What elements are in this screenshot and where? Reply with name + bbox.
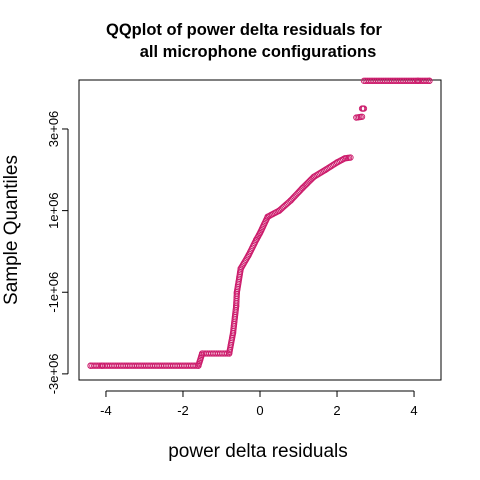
x-axis: -4 -2 0 2 4 <box>100 390 418 418</box>
data-point <box>191 362 198 369</box>
y-axis: -3e+06 -1e+06 1e+06 3e+06 <box>46 111 69 394</box>
data-point <box>426 77 433 84</box>
data-points <box>87 77 433 369</box>
y-axis-label: Sample Quantiles <box>1 155 22 305</box>
y-tick-label: -3e+06 <box>46 353 61 394</box>
x-tick-label: 4 <box>410 403 417 418</box>
data-point <box>98 362 106 369</box>
y-tick-label: 1e+06 <box>46 192 61 229</box>
y-tick-label: -1e+06 <box>46 272 61 313</box>
data-point <box>422 77 430 84</box>
x-tick-label: -2 <box>177 403 189 418</box>
data-point <box>347 154 354 161</box>
data-point <box>424 77 431 84</box>
data-point <box>222 350 229 357</box>
y-tick-label: 3e+06 <box>46 111 61 148</box>
x-axis-label: power delta residuals <box>168 441 348 462</box>
x-tick-label: 2 <box>333 403 340 418</box>
x-tick-label: 0 <box>256 403 263 418</box>
plot-frame <box>78 79 442 381</box>
x-tick-label: -4 <box>100 403 112 418</box>
data-point <box>358 113 366 120</box>
chart-title-line-1: QQplot of power delta residuals for <box>106 21 383 39</box>
data-point <box>87 362 94 369</box>
data-point <box>360 105 368 112</box>
data-point <box>414 77 422 84</box>
chart-title-line-2: all microphone configurations <box>140 43 377 61</box>
